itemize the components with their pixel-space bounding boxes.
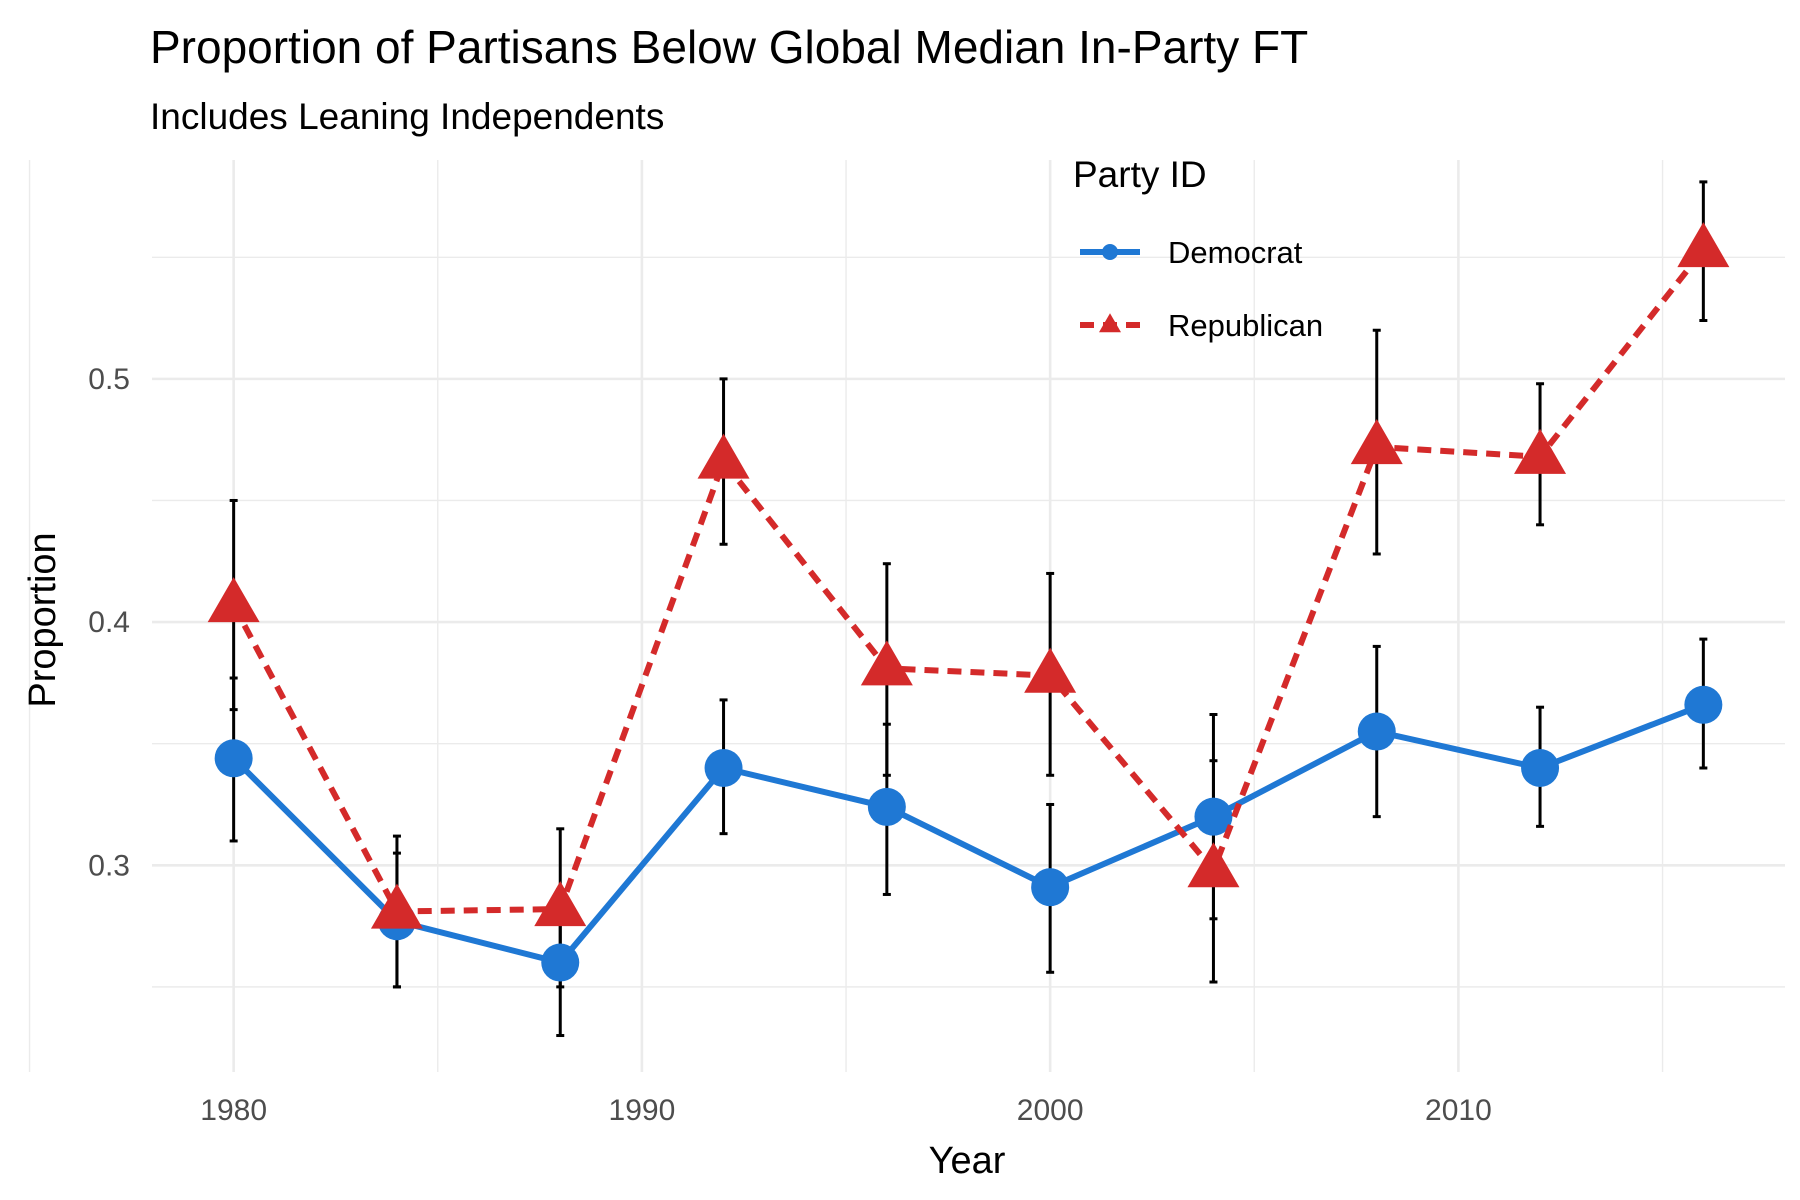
chart-title: Proportion of Partisans Below Global Med… bbox=[150, 21, 1309, 73]
point-republican bbox=[534, 881, 587, 927]
legend-key-marker-republican bbox=[1099, 313, 1121, 333]
point-democrat bbox=[1031, 868, 1070, 907]
grid-lines bbox=[28, 160, 1785, 1072]
x-tick-label: 2000 bbox=[1017, 1094, 1084, 1127]
chart-subtitle: Includes Leaning Independents bbox=[150, 96, 665, 137]
legend: Party ID Democrat Republican bbox=[1073, 154, 1323, 343]
series-layer bbox=[207, 180, 1730, 1038]
x-axis-title: Year bbox=[929, 1140, 1006, 1182]
x-axis-ticks: 1980 1990 2000 2010 bbox=[200, 1094, 1492, 1127]
legend-label-democrat: Democrat bbox=[1168, 235, 1303, 270]
point-republican bbox=[1514, 428, 1567, 474]
legend-label-republican: Republican bbox=[1168, 308, 1323, 343]
point-republican bbox=[1677, 222, 1730, 268]
point-republican bbox=[207, 577, 260, 623]
error-bars bbox=[229, 180, 1708, 1038]
point-democrat bbox=[1357, 712, 1396, 751]
legend-item-republican: Republican bbox=[1080, 308, 1323, 343]
legend-title: Party ID bbox=[1073, 154, 1207, 195]
series-republican bbox=[207, 222, 1730, 929]
x-tick-label: 1980 bbox=[200, 1094, 267, 1127]
point-democrat bbox=[1521, 749, 1560, 787]
point-republican bbox=[860, 640, 913, 686]
point-democrat bbox=[1194, 797, 1233, 836]
y-axis-ticks: 0.3 0.4 0.5 bbox=[88, 363, 130, 882]
legend-item-democrat: Democrat bbox=[1080, 235, 1303, 270]
point-republican bbox=[1187, 842, 1240, 888]
point-republican bbox=[697, 433, 750, 479]
y-axis-title: Proportion bbox=[22, 532, 64, 707]
y-tick-label: 0.3 bbox=[88, 849, 130, 882]
point-democrat bbox=[704, 749, 743, 787]
x-tick-label: 2010 bbox=[1425, 1094, 1492, 1127]
x-tick-label: 1990 bbox=[609, 1094, 676, 1127]
legend-items: Democrat Republican bbox=[1080, 235, 1323, 343]
legend-key-marker-democrat bbox=[1102, 244, 1118, 260]
y-tick-label: 0.4 bbox=[88, 606, 130, 639]
point-republican bbox=[1024, 647, 1077, 693]
point-democrat bbox=[1684, 685, 1723, 724]
point-democrat bbox=[541, 943, 580, 982]
series-democrat bbox=[214, 685, 1723, 982]
y-tick-label: 0.5 bbox=[88, 363, 130, 396]
series-line-democrat bbox=[231, 701, 1705, 966]
point-democrat bbox=[214, 739, 253, 778]
point-republican bbox=[1350, 419, 1403, 465]
series-line-republican bbox=[231, 248, 1706, 915]
point-democrat bbox=[867, 787, 906, 826]
point-republican bbox=[370, 883, 423, 929]
